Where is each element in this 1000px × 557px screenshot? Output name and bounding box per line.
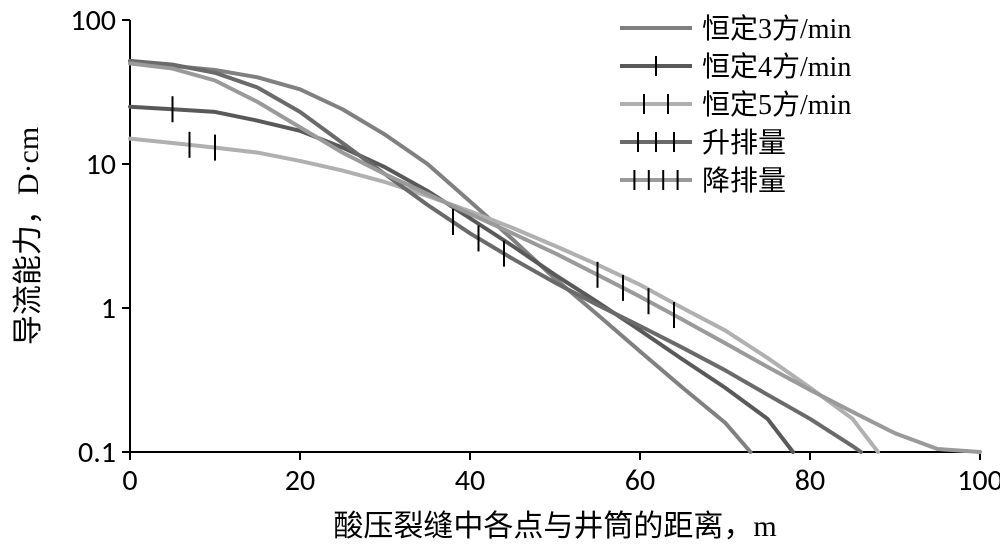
y-axis-label: 导流能力，D·cm (12, 127, 45, 345)
x-tick-label: 60 (625, 462, 655, 499)
y-tick-label: 100 (70, 2, 116, 39)
chart-svg: 0 20 40 60 80 100 酸压裂缝中各点与井筒的距离，m 0.1 1 10 100 导流能力… (0, 0, 1000, 557)
x-tick-label: 100 (957, 462, 1000, 499)
x-tick-label: 0 (122, 462, 137, 499)
legend-label: 升排量 (702, 127, 786, 159)
legend-label: 恒定3方/min (702, 13, 851, 45)
legend-label: 降排量 (702, 165, 786, 197)
conductivity-chart: 0 20 40 60 80 100 酸压裂缝中各点与井筒的距离，m 0.1 1 10 100 导流能力… (0, 0, 1000, 557)
y-tick-label: 0.1 (78, 434, 116, 471)
x-tick-label: 40 (455, 462, 485, 499)
x-tick-label: 20 (285, 462, 315, 499)
legend-label: 恒定4方/min (702, 51, 851, 83)
legend-label: 恒定5方/min (702, 89, 851, 121)
x-tick-label: 80 (795, 462, 825, 499)
y-tick-label: 10 (86, 146, 116, 183)
x-axis-label: 酸压裂缝中各点与井筒的距离，m (333, 510, 776, 543)
y-tick-label: 1 (101, 290, 116, 327)
